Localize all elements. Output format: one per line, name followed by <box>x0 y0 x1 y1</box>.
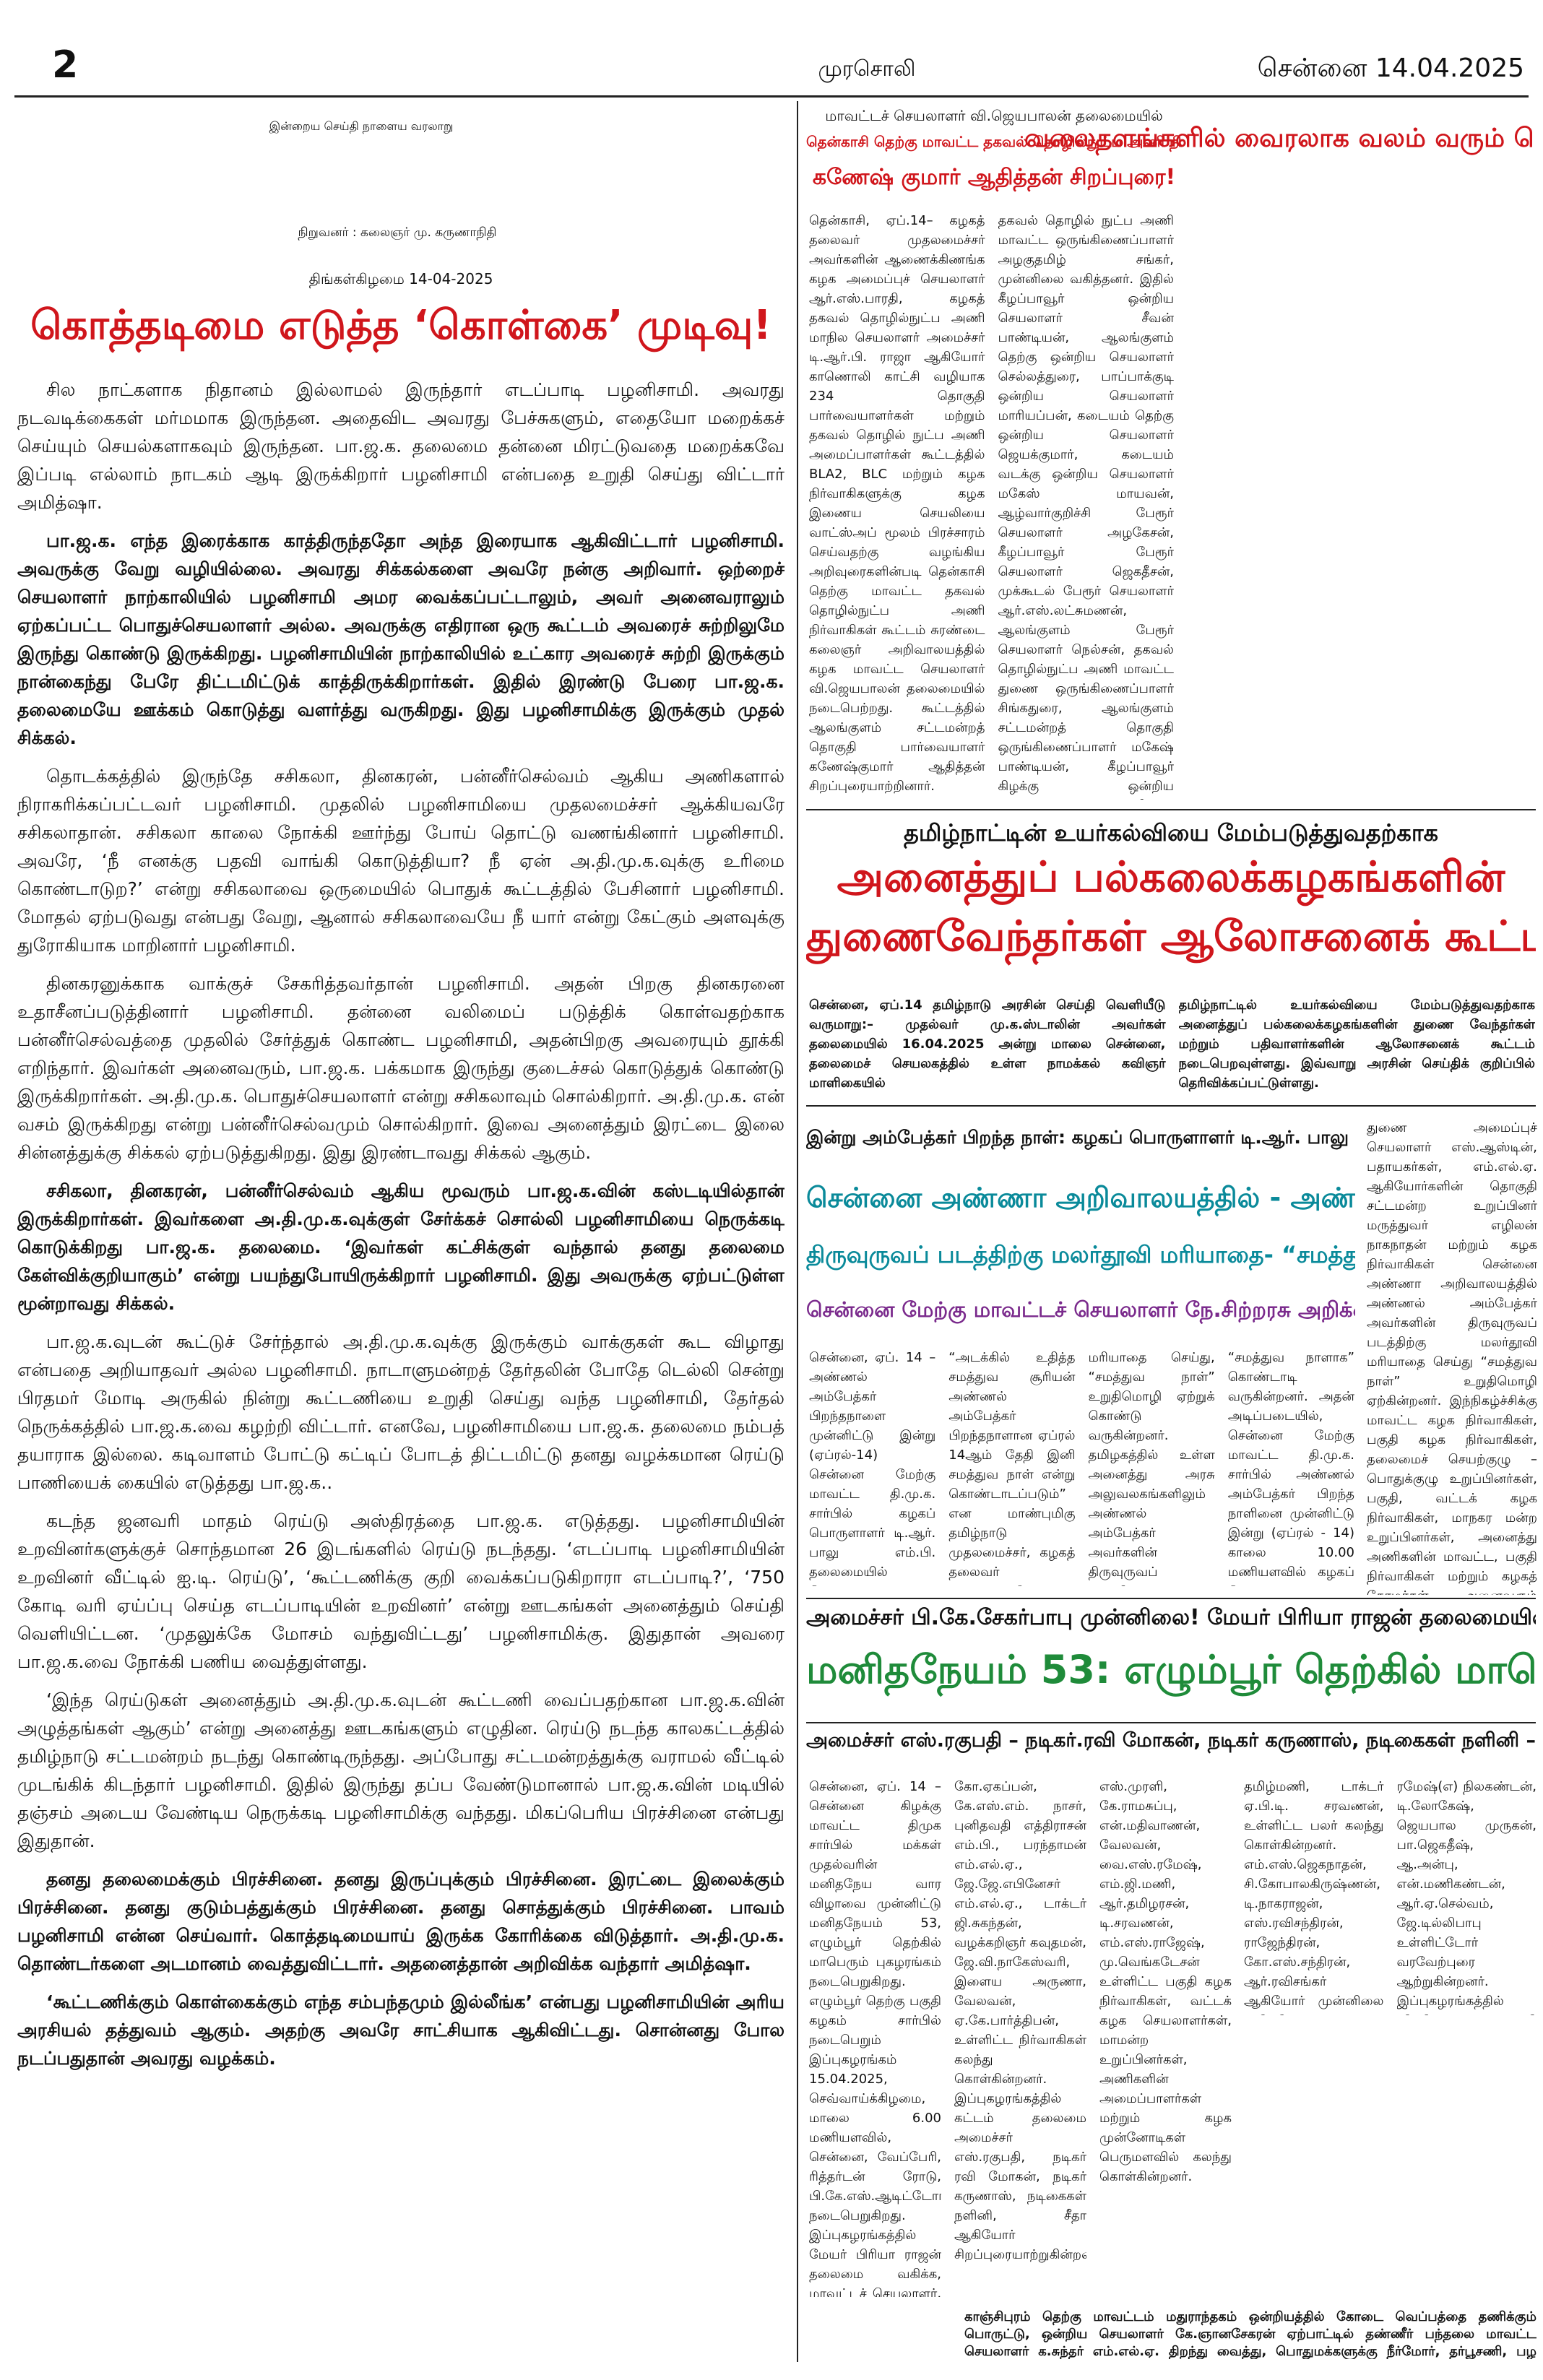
column: ரமேஷ்(எ) நிலகண்டன், டி.லோகேஷ், ஜெயபால மு… <box>1396 1779 1537 2015</box>
column-rule <box>797 101 798 2362</box>
kicker: தமிழ்நாட்டின் உயர்கல்வியை மேம்படுத்துவதற… <box>903 819 1439 847</box>
editorial-body: சில நாட்களாக நிதானம் இல்லாமல் இருந்தார் … <box>17 376 785 2355</box>
column: “சமத்துவ நாளாக” கொண்டாடி வருகின்றனர். அத… <box>1227 1350 1354 1586</box>
subhead: சென்னை மேற்கு மாவட்டச் செயலாளர் நே.சிற்ற… <box>806 1297 1355 1322</box>
page-number: 2 <box>52 43 79 87</box>
kicker: இன்று அம்பேத்கர் பிறந்த நாள்: கழகப் பொரு… <box>806 1127 1355 1148</box>
editorial-date: திங்கள்கிழமை 14-04-2025 <box>308 270 493 287</box>
headline: துணைவேந்தர்கள் ஆலோசனைக் கூட்டம்! <box>806 912 1536 961</box>
section-rule <box>806 1105 1536 1107</box>
tenkasi-body: தென்காசி, ஏப்.14– கழகத் தலைவர் முதலமைச்ச… <box>809 211 1174 800</box>
column: தமிழ்நாட்டில் உயர்கல்வியை மேம்படுத்துவதற… <box>1178 998 1536 1091</box>
column: சென்னை, ஏப். 14 – சென்னை கிழக்கு மாவட்ட … <box>809 1779 941 2297</box>
headline: சென்னை அண்ணா அறிவாலயத்தில் - அண்ணல் அம்ப… <box>806 1182 1355 1213</box>
paragraph: கடந்த ஜனவரி மாதம் ரெய்டு அஸ்திரத்தை பா.ஜ… <box>17 1510 785 1672</box>
kicker: மாவட்டச் செயலாளர் வி.ஜெயபாலன் தலைமையில் <box>825 107 1163 124</box>
dateline: சென்னை 14.04.2025 <box>1257 53 1524 83</box>
paragraph: சசிகலா, தினகரன், பன்னீர்செல்வம் ஆகிய மூவ… <box>17 1180 785 1314</box>
paragraph: சில நாட்களாக நிதானம் இல்லாமல் இருந்தார் … <box>17 379 785 513</box>
subhead: அமைச்சர் எஸ்.ரகுபதி – நடிகர்.ரவி மோகன், … <box>806 1729 1536 1752</box>
kicker: அமைச்சர் பி.கே.சேகர்பாபு முன்னிலை! மேயர்… <box>806 1605 1536 1630</box>
humanity-body: சென்னை, ஏப். 14 – சென்னை கிழக்கு மாவட்ட … <box>809 1777 1232 2297</box>
subhead: கணேஷ் குமார் ஆதித்தன் சிறப்புரை! <box>812 165 1176 190</box>
paragraph: ‘இந்த ரெய்டுகள் அனைத்தும் அ.தி.மு.க.வுடன… <box>17 1689 785 1851</box>
paragraph: தனது தலைமைக்கும் பிரச்சினை. தனது இருப்பு… <box>17 1869 785 1974</box>
column: கோ.ஏகப்பன், கே.எஸ்.எம். நாசர், புனிதவதி … <box>954 1779 1086 2262</box>
column: தகவல் தொழில் நுட்ப அணி மாவட்ட ஒருங்கிணைப… <box>998 213 1175 800</box>
paragraph: பா.ஜ.க. எந்த இரைக்காக காத்திருந்ததோ அந்த… <box>17 530 785 748</box>
section-rule <box>806 1598 1536 1599</box>
founder: நிறுவனர் : கலைஞர் மு. கருணாநிதி <box>298 225 497 240</box>
paragraph: தினகரனுக்காக வாக்குச் சேகரித்தவர்தான் பழ… <box>17 973 785 1163</box>
column: “அடக்கில் உதித்த சமத்துவ சூரியன் அண்ணல் … <box>948 1350 1076 1586</box>
paragraph: ‘கூட்டணிக்கும் கொள்கைக்கும் எந்த சம்பந்த… <box>17 1991 785 2069</box>
column: தமிழ்மணி, டாக்டர் ஏ.பி.டி. சரவணன், உள்ளி… <box>1244 1779 1384 2015</box>
headline: தென்காசி தெற்கு மாவட்ட தகவல் தொழில்நுட்ப… <box>806 133 1182 150</box>
tagline: இன்றைய செய்தி நாளைய வரலாறு <box>269 119 454 133</box>
section-rule <box>806 809 1536 810</box>
paragraph: பா.ஜ.க.வுடன் கூட்டுச் சேர்ந்தால் அ.தி.மு… <box>17 1331 785 1493</box>
humanity-body: தமிழ்மணி, டாக்டர் ஏ.பி.டி. சரவணன், உள்ளி… <box>1244 1777 1536 2015</box>
vc-body: சென்னை, ஏப்.14 தமிழ்நாடு அரசின் செய்தி வ… <box>809 995 1535 1096</box>
column: மரியாதை செய்து, “சமத்துவ நாள்” உறுதிமொழி… <box>1088 1350 1215 1586</box>
header-rule <box>14 95 1529 98</box>
photo-caption: காஞ்சிபுரம் தெற்கு மாவட்டம் மதுராந்தகம் … <box>964 2309 1536 2359</box>
headline: திருவுருவப் படத்திற்கு மலர்தூவி மரியாதை-… <box>806 1241 1355 1268</box>
headline: மனிதநேயம் 53: எழும்பூர் தெற்கில் மாபெரும… <box>806 1647 1536 1692</box>
column: சென்னை, ஏப். 14 – அண்ணல் அம்பேத்கர் பிறந… <box>809 1350 936 1586</box>
editorial-headline: கொத்தடிமை எடுத்த ‘கொள்கை’ முடிவு! <box>30 302 772 349</box>
section-rule <box>806 1722 1536 1723</box>
ambedkar-body: சென்னை, ஏப். 14 – அண்ணல் அம்பேத்கர் பிறந… <box>809 1348 1354 1586</box>
side-column: துணை அமைப்புச் செயலாளர் எஸ்.ஆஸ்டின், பதா… <box>1367 1120 1537 1595</box>
masthead: முரசொலி <box>818 56 916 82</box>
paragraph: தொடக்கத்தில் இருந்தே சசிகலா, தினகரன், பன… <box>17 766 785 956</box>
column: சென்னை, ஏப்.14 தமிழ்நாடு அரசின் செய்தி வ… <box>809 998 1166 1091</box>
headline: அனைத்துப் பல்கலைக்கழகங்களின் <box>837 852 1505 901</box>
viral-banner: வலைதளங்களில் வைரலாக வலம் வரும் செய்தி! <box>1024 124 1534 153</box>
column: எஸ்.முரளி, கே.ராமசுப்பு, என்.மதிவாணன், வ… <box>1099 1779 1232 2184</box>
column: தென்காசி, ஏப்.14– கழகத் தலைவர் முதலமைச்ச… <box>809 213 985 800</box>
